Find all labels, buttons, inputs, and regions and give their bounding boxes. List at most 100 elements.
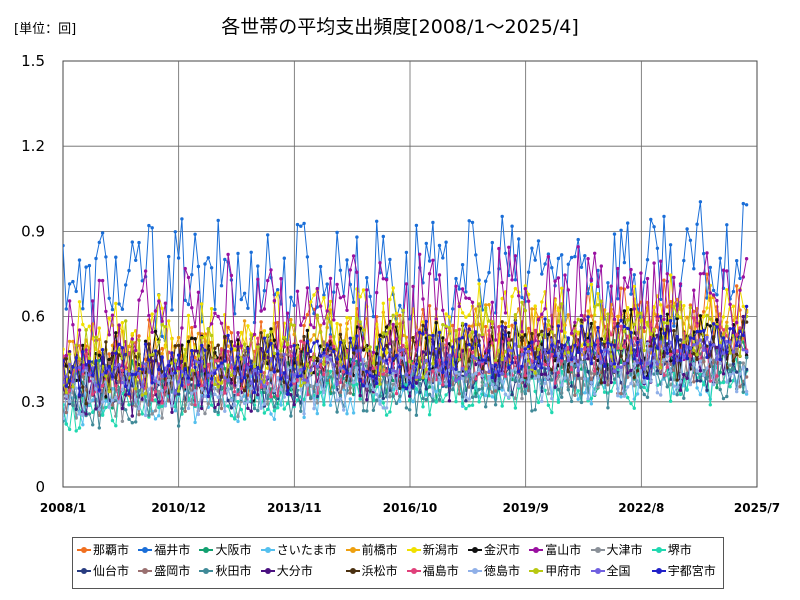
data-point xyxy=(289,365,293,370)
data-point xyxy=(513,286,518,291)
data-point xyxy=(384,380,389,385)
data-point xyxy=(536,333,541,337)
data-point xyxy=(728,351,732,355)
data-point xyxy=(526,344,531,348)
data-point xyxy=(114,301,118,306)
data-point xyxy=(685,356,689,361)
data-point xyxy=(67,339,72,344)
data-point xyxy=(213,409,217,413)
data-point xyxy=(602,390,607,394)
data-point xyxy=(209,333,214,338)
data-point xyxy=(682,340,686,345)
data-point xyxy=(91,392,95,396)
data-point xyxy=(391,340,395,344)
data-point xyxy=(616,374,620,378)
data-point xyxy=(586,315,590,319)
data-point xyxy=(718,256,722,260)
data-point xyxy=(543,381,547,385)
data-point xyxy=(500,371,504,376)
data-point xyxy=(318,359,323,363)
data-point xyxy=(622,260,627,265)
data-point xyxy=(302,412,306,416)
data-point xyxy=(421,365,425,369)
data-point xyxy=(510,323,514,327)
data-point xyxy=(160,355,164,359)
data-point xyxy=(147,223,151,228)
data-point xyxy=(351,254,356,258)
data-point xyxy=(328,357,333,362)
data-point xyxy=(602,380,607,385)
data-point xyxy=(593,343,597,347)
data-point xyxy=(619,354,623,358)
legend-item: 大阪市 xyxy=(199,541,254,558)
data-point xyxy=(695,324,699,328)
data-point xyxy=(507,245,511,249)
data-point xyxy=(470,373,475,377)
data-point xyxy=(599,337,603,341)
data-point xyxy=(490,341,494,345)
data-point xyxy=(444,240,448,244)
data-point xyxy=(464,395,468,399)
data-point xyxy=(114,351,118,355)
data-point xyxy=(295,374,300,379)
data-point xyxy=(64,390,69,395)
legend-item: 宇都宮市 xyxy=(651,562,719,579)
data-point xyxy=(702,251,706,256)
data-point xyxy=(322,296,326,300)
data-point xyxy=(328,391,333,396)
data-point xyxy=(262,402,267,406)
data-point xyxy=(457,327,461,332)
data-point xyxy=(104,371,108,375)
data-point xyxy=(279,377,283,381)
data-point xyxy=(236,419,240,424)
data-point xyxy=(718,361,722,365)
data-point xyxy=(576,373,580,378)
legend-swatch xyxy=(260,566,275,576)
data-point xyxy=(698,392,703,397)
data-point xyxy=(110,351,115,355)
data-point xyxy=(550,266,554,270)
data-point xyxy=(632,362,636,366)
data-point xyxy=(457,377,461,381)
data-point xyxy=(414,381,419,385)
chart-legend: 那覇市 福井市 大阪市 さいたま市 前橋市 新潟市 金沢市 富山市 大津市 堺市 仙台市 盛岡市 秋田市… xyxy=(72,537,724,589)
data-point xyxy=(540,382,544,386)
data-point xyxy=(391,313,395,317)
data-point xyxy=(242,291,247,295)
data-point xyxy=(556,319,561,323)
data-point xyxy=(160,374,164,378)
data-point xyxy=(533,304,537,308)
data-point xyxy=(140,279,144,283)
data-point xyxy=(556,256,561,261)
data-point xyxy=(226,398,230,403)
data-point xyxy=(147,336,151,340)
data-point xyxy=(609,343,613,347)
data-point xyxy=(272,338,277,342)
data-point xyxy=(490,395,494,399)
data-point xyxy=(229,331,234,335)
data-point xyxy=(507,337,511,341)
data-point xyxy=(619,391,623,396)
data-point xyxy=(586,370,590,374)
data-point xyxy=(526,270,531,274)
data-point xyxy=(738,326,742,330)
data-point xyxy=(513,378,518,383)
data-point xyxy=(626,358,630,362)
data-point xyxy=(460,311,465,315)
data-point xyxy=(140,385,144,389)
data-point xyxy=(147,387,151,391)
data-point xyxy=(454,399,458,404)
data-point xyxy=(444,312,448,316)
data-point xyxy=(259,331,263,335)
data-point xyxy=(451,367,455,371)
data-point xyxy=(421,297,425,301)
data-point xyxy=(134,397,138,402)
data-point xyxy=(335,357,339,361)
data-point xyxy=(401,385,405,389)
data-point xyxy=(137,240,141,245)
data-point xyxy=(431,258,435,262)
data-point xyxy=(728,368,732,372)
data-point xyxy=(206,347,210,351)
data-point xyxy=(533,408,537,412)
data-point xyxy=(67,352,72,356)
